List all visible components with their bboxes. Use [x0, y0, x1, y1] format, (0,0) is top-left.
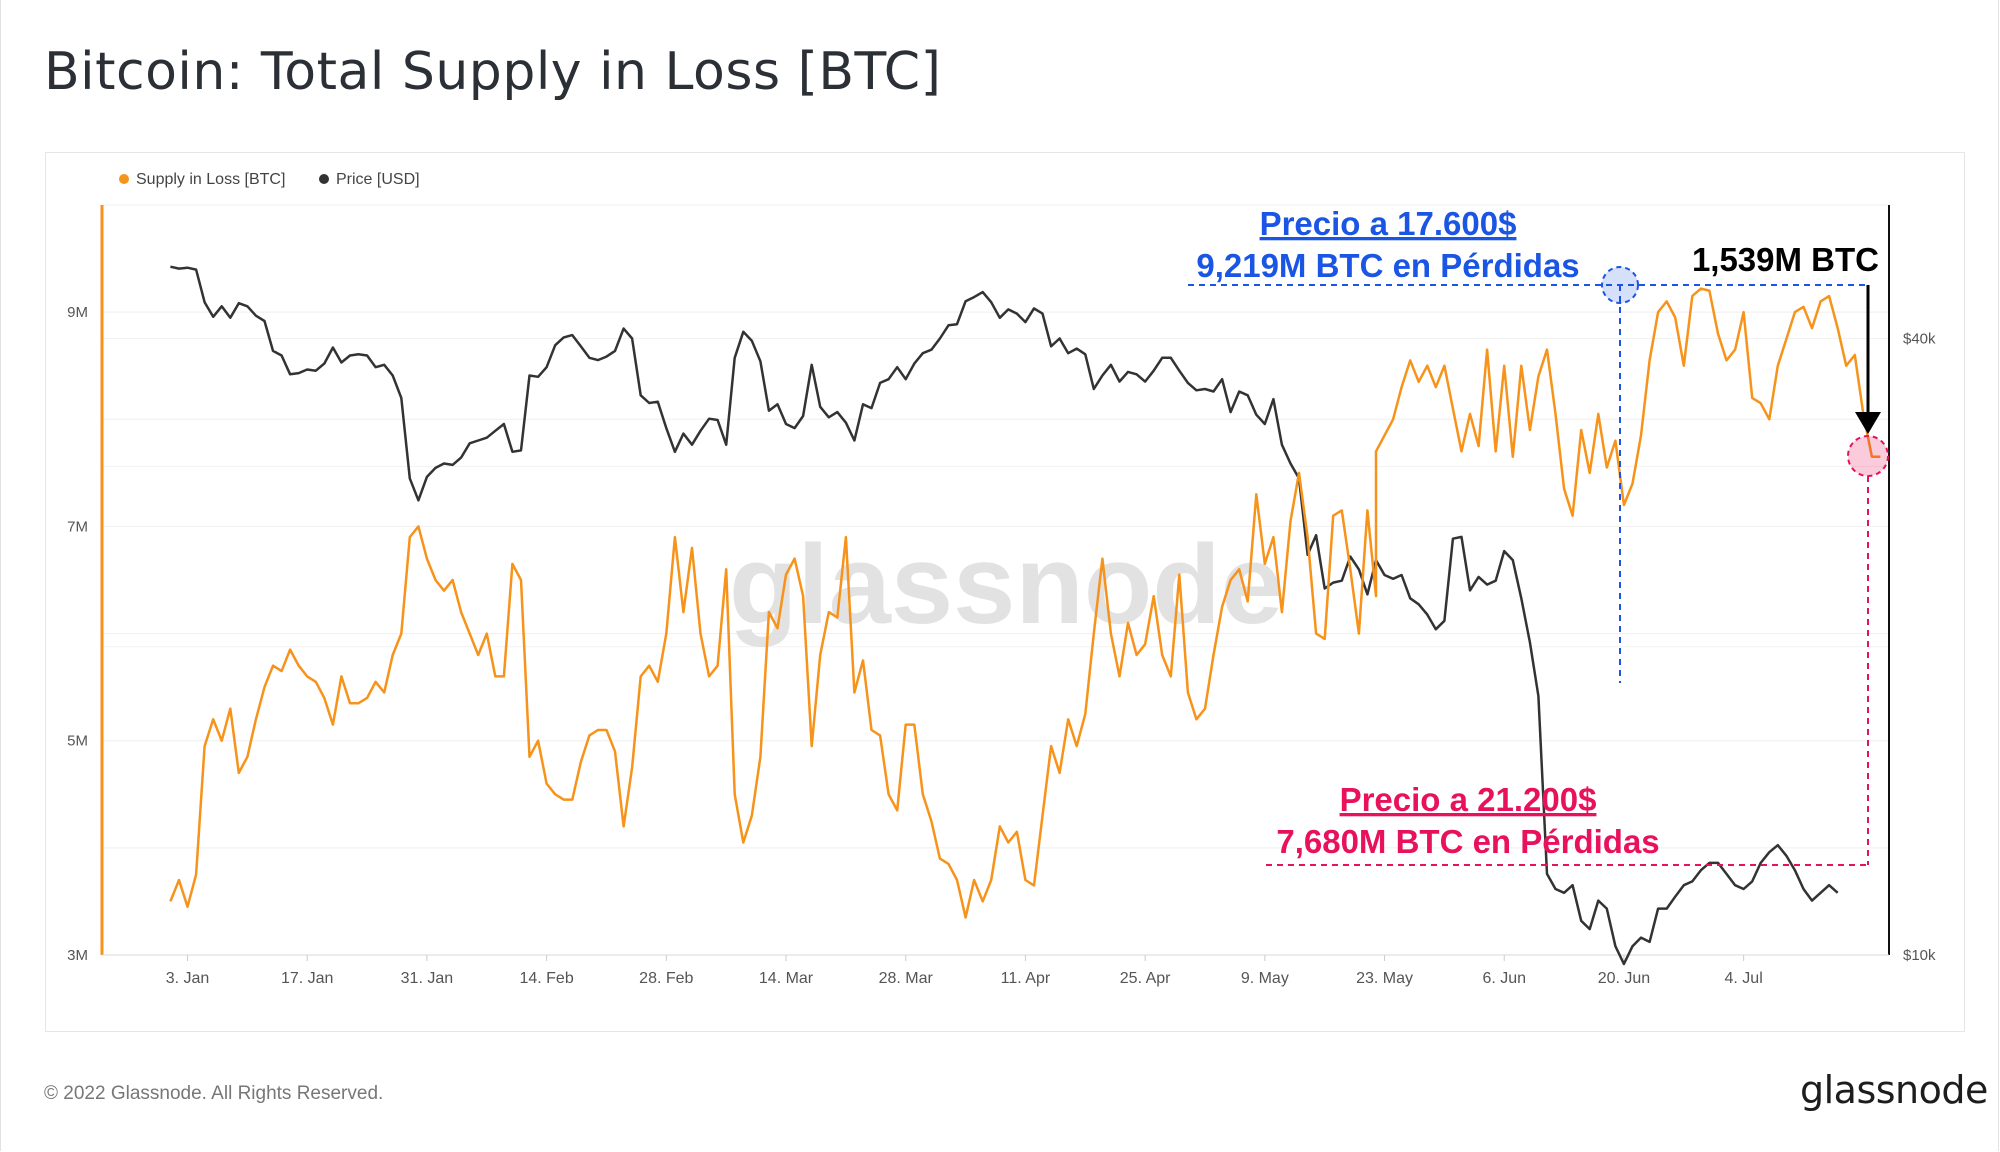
top-annotation-line1: Precio a 17.600$ — [1260, 205, 1517, 242]
x-tick-label: 28. Feb — [639, 970, 693, 987]
legend-price-marker — [319, 174, 329, 184]
x-tick-label: 20. Jun — [1598, 970, 1650, 987]
chart-svg: glassnode Supply in Loss [BTC] Price [US… — [67, 171, 1936, 987]
x-tick-label: 4. Jul — [1725, 970, 1763, 987]
y-right-tick-label: $40k — [1903, 330, 1936, 347]
x-tick-label: 23. May — [1356, 970, 1413, 987]
x-tick-label: 31. Jan — [401, 970, 453, 987]
x-tick-label: 9. May — [1241, 970, 1289, 987]
y-left-ticks: 3M 5M 7M 9M — [67, 304, 88, 964]
x-tick-label: 3. Jan — [166, 970, 210, 987]
footer-copyright: © 2022 Glassnode. All Rights Reserved. — [44, 1083, 384, 1104]
brand-logo: glassnode — [1800, 1068, 1988, 1112]
y-left-tick-label: 5M — [67, 733, 88, 750]
y-left-tick-label: 7M — [67, 518, 88, 535]
annotation-top: Precio a 17.600$ 9,219M BTC en Pérdidas — [1188, 205, 1868, 683]
x-tick-label: 11. Apr — [1001, 970, 1051, 987]
x-tick-label: 17. Jan — [281, 970, 333, 987]
legend-supply-marker — [119, 174, 129, 184]
page-title: Bitcoin: Total Supply in Loss [BTC] — [44, 42, 942, 102]
bottom-annotation-line1: Precio a 21.200$ — [1340, 781, 1597, 818]
price-series-line — [170, 265, 1839, 966]
top-annotation-line2: 9,219M BTC en Pérdidas — [1196, 247, 1579, 284]
supply-series-line — [169, 287, 1881, 919]
delta-arrow-head — [1855, 412, 1881, 434]
x-ticks: 3. Jan 17. Jan 31. Jan 14. Feb 28. Feb 14. Ma… — [166, 955, 1763, 987]
x-tick-label: 25. Apr — [1120, 970, 1171, 987]
y-right-ticks: $10k $40k — [1903, 330, 1936, 964]
legend: Supply in Loss [BTC] Price [USD] — [119, 171, 420, 188]
top-marker-circle — [1601, 266, 1639, 304]
y-left-tick-label: 3M — [67, 947, 88, 964]
bottom-marker-circle — [1847, 435, 1889, 477]
annotation-bottom: Precio a 21.200$ 7,680M BTC en Pérdidas — [1266, 435, 1889, 866]
x-tick-label: 14. Feb — [519, 970, 573, 987]
annotation-delta: 1,539M BTC — [1692, 241, 1881, 434]
chart-container: glassnode Supply in Loss [BTC] Price [US… — [45, 152, 1965, 1032]
x-tick-label: 14. Mar — [759, 970, 814, 987]
legend-supply-label: Supply in Loss [BTC] — [136, 171, 285, 188]
bottom-annotation-line2: 7,680M BTC en Pérdidas — [1276, 823, 1659, 860]
legend-price-label: Price [USD] — [336, 171, 420, 188]
delta-label: 1,539M BTC — [1692, 241, 1879, 278]
watermark: glassnode — [729, 522, 1283, 647]
x-tick-label: 6. Jun — [1482, 970, 1526, 987]
y-left-tick-label: 9M — [67, 304, 88, 321]
y-right-tick-label: $10k — [1903, 947, 1936, 964]
x-tick-label: 28. Mar — [879, 970, 934, 987]
